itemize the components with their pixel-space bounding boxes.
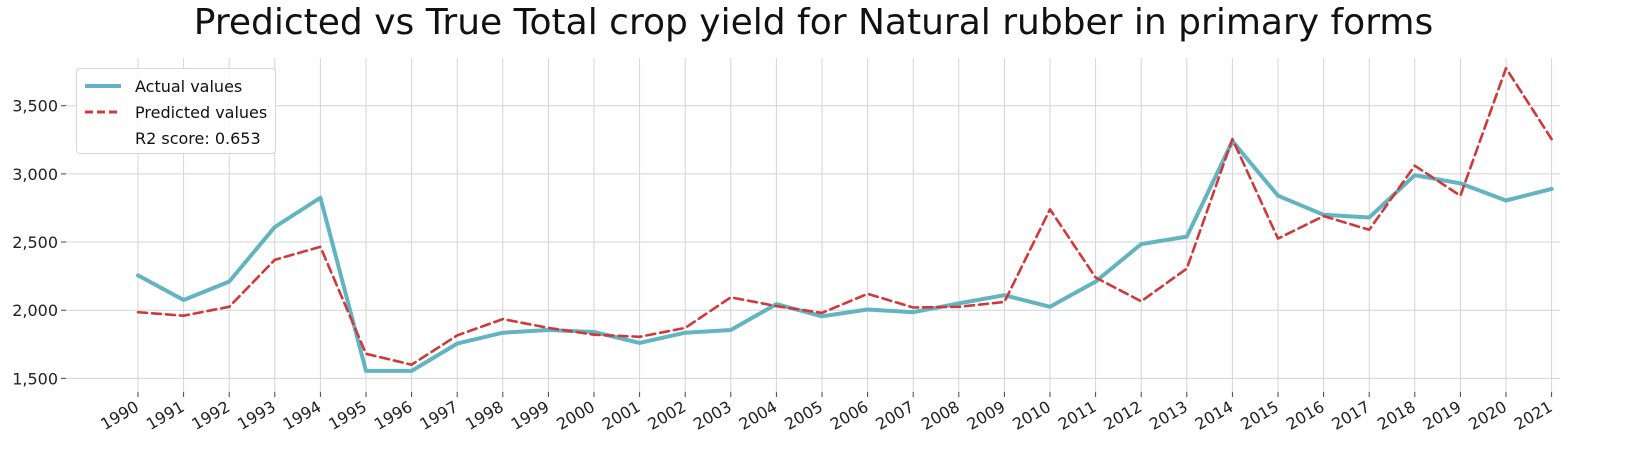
x-tick-label: 2012 bbox=[1100, 397, 1145, 434]
x-tick-label: 1997 bbox=[416, 397, 461, 434]
legend-item-predicted: Predicted values bbox=[77, 99, 267, 125]
gridlines bbox=[66, 58, 1560, 392]
x-tick-label: 2008 bbox=[918, 397, 963, 434]
chart-title: Predicted vs True Total crop yield for N… bbox=[193, 2, 1434, 43]
x-tick-label: 1998 bbox=[462, 397, 507, 434]
x-tick-label: 2000 bbox=[553, 397, 598, 434]
y-tick-label: 3,000 bbox=[12, 165, 58, 184]
x-tick-label: 2021 bbox=[1511, 397, 1556, 434]
x-tick-label: 1990 bbox=[97, 397, 142, 434]
x-tick-label: 2007 bbox=[872, 397, 917, 434]
x-tick-label: 1993 bbox=[234, 397, 279, 434]
series-lines bbox=[136, 66, 1554, 373]
x-tick-label: 1995 bbox=[325, 397, 370, 434]
legend-swatch-predicted bbox=[85, 110, 121, 114]
y-tick-label: 2,000 bbox=[12, 301, 58, 320]
legend-label-actual: Actual values bbox=[135, 76, 243, 96]
x-tick-label: 2015 bbox=[1237, 397, 1282, 434]
x-tick-label: 2013 bbox=[1146, 397, 1191, 434]
x-tick-label: 2003 bbox=[690, 397, 735, 434]
y-tick-label: 3,500 bbox=[12, 97, 58, 116]
series-line-predicted bbox=[136, 66, 1553, 367]
r2-score-label: R2 score: 0.653 bbox=[135, 128, 261, 148]
legend: Actual values Predicted values R2 score:… bbox=[76, 68, 276, 154]
legend-swatch-actual bbox=[85, 84, 121, 88]
x-tick-label: 2014 bbox=[1192, 397, 1237, 434]
x-tick-label: 2006 bbox=[827, 397, 872, 434]
x-tick-label: 1992 bbox=[188, 397, 233, 434]
axes bbox=[61, 105, 1553, 397]
x-tick-label: 2018 bbox=[1374, 397, 1419, 434]
x-tick-label: 2019 bbox=[1420, 397, 1465, 434]
x-tick-label: 2011 bbox=[1055, 397, 1100, 434]
x-tick-label: 1994 bbox=[280, 397, 325, 434]
x-tick-label: 2001 bbox=[599, 397, 644, 434]
y-tick-label: 1,500 bbox=[12, 369, 58, 388]
y-tick-label: 2,500 bbox=[12, 233, 58, 252]
legend-item-actual: Actual values bbox=[77, 73, 242, 99]
x-tick-label: 1996 bbox=[371, 397, 416, 434]
legend-label-predicted: Predicted values bbox=[135, 102, 268, 122]
x-tick-label: 2004 bbox=[736, 397, 781, 434]
legend-item-r2: R2 score: 0.653 bbox=[77, 125, 261, 151]
x-tick-label: 2010 bbox=[1009, 397, 1054, 434]
x-tick-label: 2020 bbox=[1465, 397, 1510, 434]
x-tick-label: 2005 bbox=[781, 397, 826, 434]
x-tick-label: 1991 bbox=[143, 397, 188, 434]
x-tick-label: 2016 bbox=[1283, 397, 1328, 434]
x-tick-label: 2017 bbox=[1328, 397, 1373, 434]
series-line-actual bbox=[136, 139, 1554, 373]
x-tick-label: 2002 bbox=[644, 397, 689, 434]
x-tick-label: 2009 bbox=[964, 397, 1009, 434]
x-tick-label: 1999 bbox=[508, 397, 553, 434]
